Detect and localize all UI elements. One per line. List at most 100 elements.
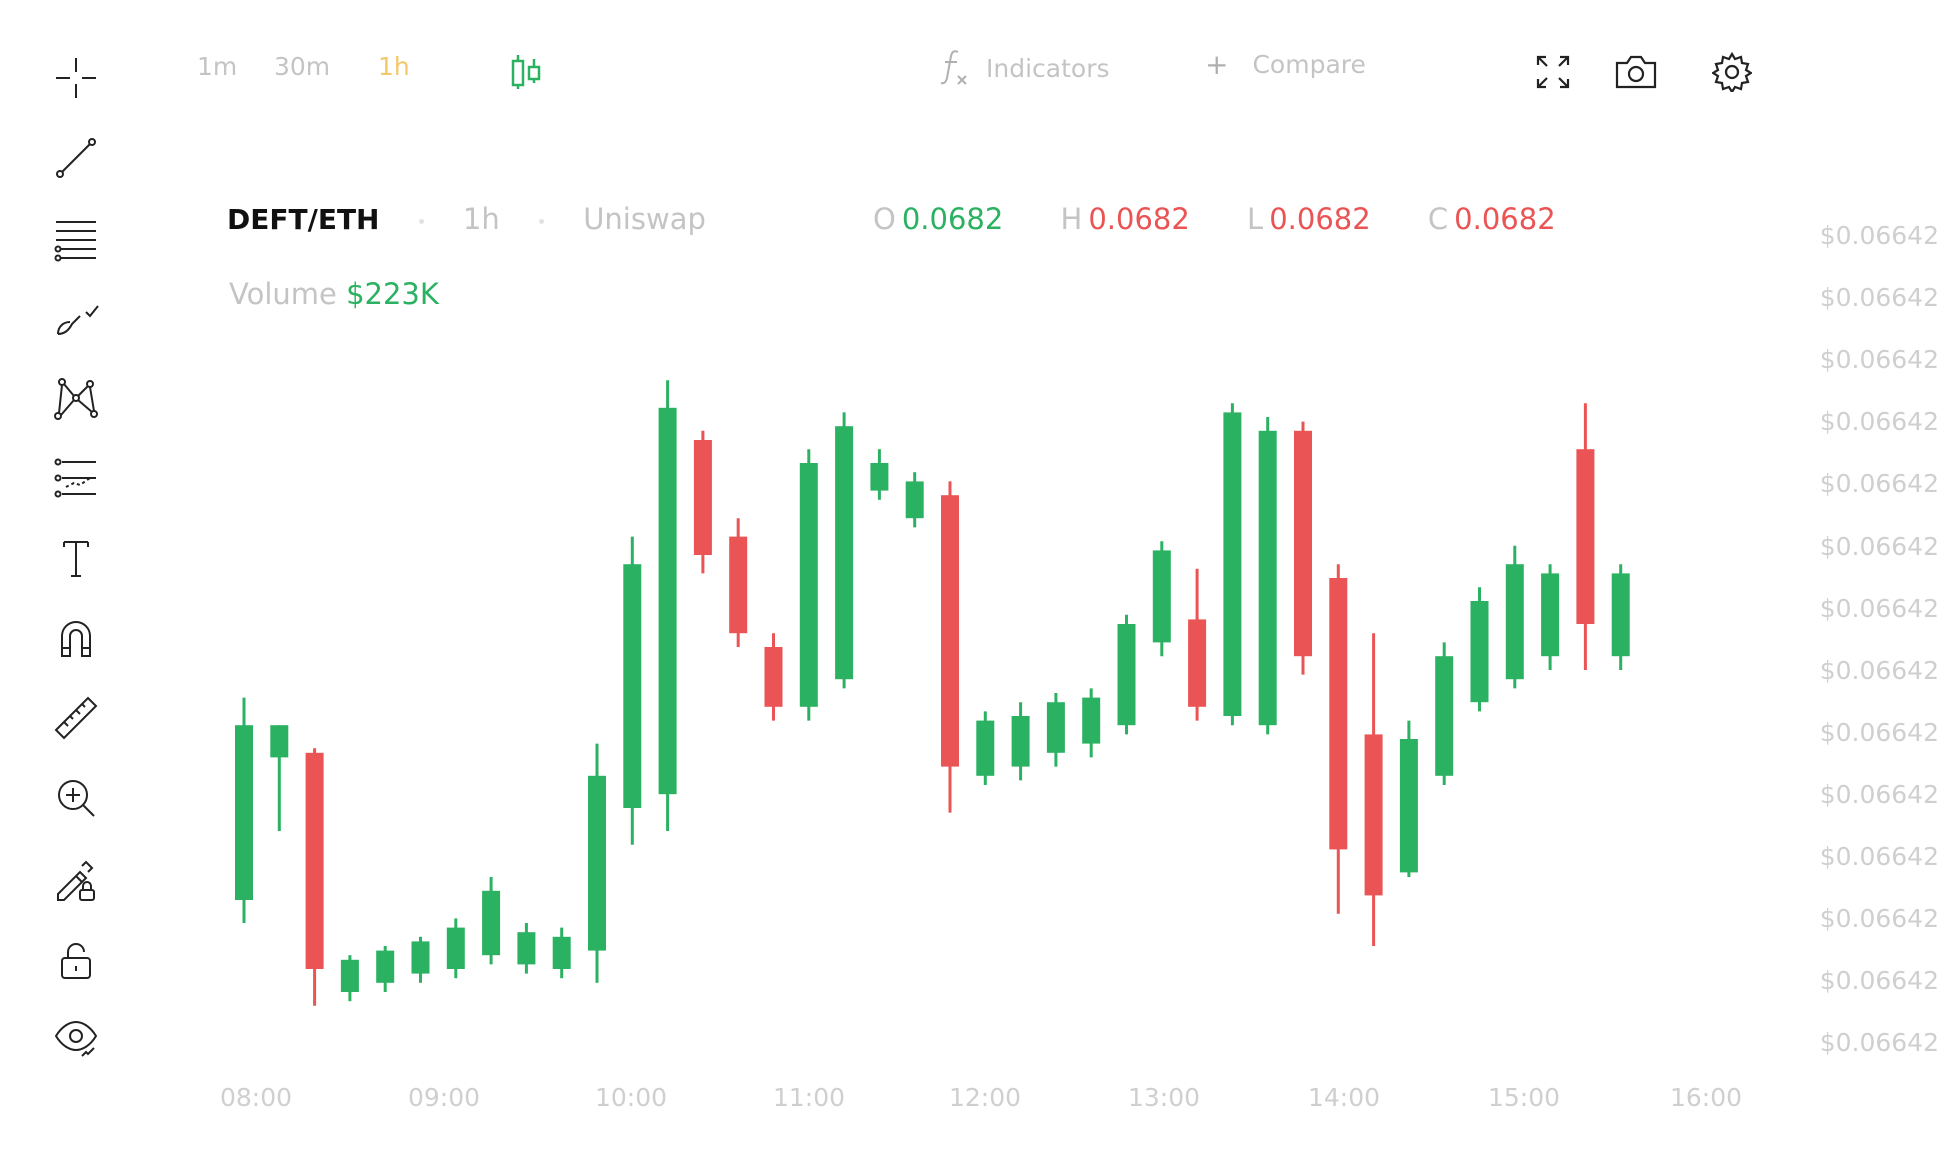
candle-15[interactable] [764,633,783,721]
candle-30[interactable] [1294,421,1312,675]
candle-10[interactable] [588,743,606,983]
candle-16[interactable] [799,449,818,721]
prediction-tool[interactable] [48,450,104,506]
chart-type-button[interactable] [500,46,552,98]
zoom-in-tool[interactable] [48,770,104,826]
fullscreen-button[interactable] [1527,46,1579,98]
candle-body [1046,702,1065,753]
crosshair-tool[interactable] [48,50,104,106]
candle-26[interactable] [1152,541,1171,657]
candle-35[interactable] [1470,587,1489,712]
candle-4[interactable] [376,946,395,992]
candle-body [305,752,324,969]
candle-22[interactable] [1011,702,1030,781]
candle-body [1576,449,1595,624]
price-tick-label: $0.06642 [1819,966,1939,996]
pattern-icon [54,378,98,420]
camera-icon [1615,55,1657,89]
candle-14[interactable] [729,518,748,647]
candle-body [1541,573,1560,657]
candle-body [1011,716,1030,767]
brush-tool[interactable] [48,290,104,346]
candle-24[interactable] [1082,688,1101,758]
price-tick-label: $0.06642 [1819,779,1939,809]
separator-dot [538,218,544,224]
price-tick-label: $0.06642 [1819,904,1939,934]
candle-2[interactable] [305,748,324,1006]
candle-body [764,647,783,707]
candle-11[interactable] [623,536,642,845]
lock-drawing-tool[interactable] [48,852,104,908]
volume-legend: Volume $223K [229,277,439,311]
ruler-tool[interactable] [48,690,104,746]
candle-body [870,463,889,491]
separator-dot [418,218,424,224]
candle-body [1223,412,1242,716]
indicators-button[interactable]: Indicators [940,48,1110,88]
candle-34[interactable] [1435,642,1454,785]
timeframe-1m[interactable]: 1m [197,52,238,81]
candle-39[interactable] [1611,564,1630,670]
candle-9[interactable] [552,927,571,979]
compare-button[interactable]: + Compare [1205,48,1366,81]
candle-0[interactable] [235,697,253,923]
candle-5[interactable] [411,936,430,983]
candle-17[interactable] [835,412,854,689]
candle-3[interactable] [340,955,359,1002]
timeframe-1h[interactable]: 1h [378,52,410,81]
candle-body [729,536,748,634]
candle-body [1152,550,1171,643]
pattern-tool[interactable] [48,370,104,426]
price-tick-label: $0.06642 [1819,345,1939,375]
candle-body [1364,734,1383,896]
open-label: O [873,202,896,236]
price-tick-label: $0.06642 [1819,593,1939,623]
candlestick-icon [511,55,541,89]
time-tick-label: 10:00 [594,1083,668,1112]
candle-body [1117,624,1136,726]
candle-37[interactable] [1541,564,1560,670]
high-value: 0.0682 [1088,202,1190,236]
candle-7[interactable] [482,877,501,965]
candle-body [340,959,359,992]
screenshot-button[interactable] [1610,46,1662,98]
fib-lines-tool[interactable] [48,210,104,266]
settings-button[interactable] [1706,46,1758,98]
lock-tool[interactable] [48,932,104,988]
candle-13[interactable] [693,430,712,574]
magnet-tool[interactable] [48,610,104,666]
magnet-icon [61,621,91,657]
ruler-icon [54,696,98,740]
candle-33[interactable] [1399,720,1418,877]
text-tool[interactable] [48,530,104,586]
candle-29[interactable] [1258,417,1277,735]
candle-12[interactable] [658,380,677,831]
candle-1[interactable] [270,725,289,831]
candle-8[interactable] [517,923,536,974]
candle-38[interactable] [1576,403,1595,670]
candle-body [1399,739,1418,873]
timeframe-30m[interactable]: 30m [274,52,331,81]
candle-23[interactable] [1046,693,1065,767]
candle-6[interactable] [446,918,465,979]
candle-20[interactable] [941,481,959,813]
candle-body [1435,656,1454,776]
candle-31[interactable] [1329,564,1348,914]
eye-tool[interactable] [48,1010,104,1066]
price-tick-label: $0.06642 [1819,283,1939,313]
crosshair-icon [56,58,96,98]
candle-18[interactable] [870,449,889,500]
candle-32[interactable] [1364,633,1383,946]
candle-27[interactable] [1188,568,1207,721]
open-value: 0.0682 [901,202,1004,236]
candle-19[interactable] [905,472,924,528]
candle-21[interactable] [976,711,995,785]
trend-line-tool[interactable] [48,130,104,186]
price-tick-label: $0.06642 [1819,655,1939,685]
price-tick-label: $0.06642 [1819,407,1939,437]
candle-36[interactable] [1505,545,1524,689]
candle-body [588,775,606,951]
candle-25[interactable] [1117,614,1136,735]
candle-28[interactable] [1223,403,1242,726]
